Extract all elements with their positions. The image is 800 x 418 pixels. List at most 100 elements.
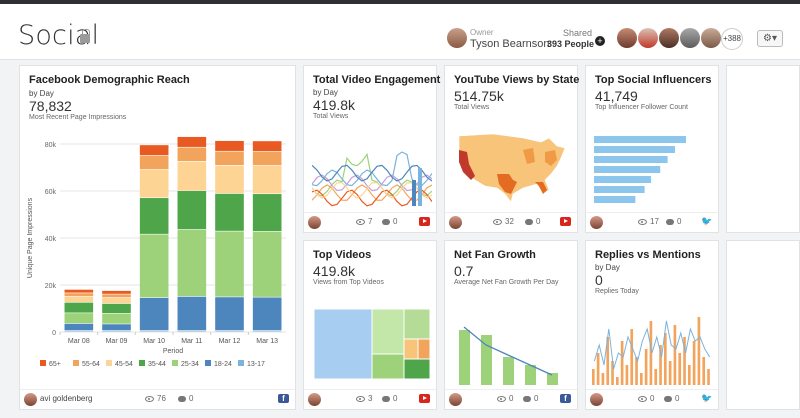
footer-user[interactable]: avi goldenberg — [40, 394, 93, 403]
replies-bar — [635, 357, 638, 385]
bar-segment — [64, 323, 94, 331]
card-caption: Replies Today — [595, 288, 639, 295]
user-avatar[interactable] — [449, 216, 462, 229]
views-value: 0 — [509, 394, 514, 403]
replies-bar — [592, 369, 595, 385]
eye-icon — [638, 218, 647, 225]
x-tick-label: Mar 10 — [143, 338, 165, 345]
card-title[interactable]: YouTube Views by State — [454, 74, 580, 86]
comment-icon — [178, 395, 186, 402]
replies-bar — [668, 361, 672, 385]
views-count: 0 — [638, 394, 654, 403]
card-footer: 0 0 🐦 — [586, 389, 718, 409]
us-states-map — [458, 133, 566, 203]
eye-icon — [145, 395, 154, 402]
bar-segment — [139, 169, 169, 198]
legend-label: 25-34 — [181, 361, 199, 368]
state-florida — [535, 182, 547, 194]
user-avatar[interactable] — [590, 216, 603, 229]
bar-segment — [139, 234, 169, 298]
card-title[interactable]: Top Social Influencers — [595, 74, 712, 86]
card-title[interactable]: Total Video Engagement — [313, 74, 441, 86]
card-value: 78,832 — [29, 98, 72, 114]
shared-avatar[interactable] — [638, 28, 658, 48]
user-avatar[interactable] — [308, 393, 321, 406]
bar-segment — [215, 140, 244, 151]
replies-mentions-chart — [592, 317, 711, 385]
bar-segment — [215, 231, 244, 297]
bar-segment — [64, 293, 94, 297]
shared-avatar[interactable] — [680, 28, 700, 48]
shared-avatar[interactable] — [701, 28, 721, 48]
comments-count: 0 — [178, 394, 193, 403]
shared-avatar[interactable] — [659, 28, 679, 48]
legend-swatch — [40, 360, 46, 366]
add-share-icon[interactable]: + — [595, 36, 605, 46]
card-title[interactable]: Facebook Demographic Reach — [29, 74, 190, 86]
legend-label: 55-64 — [82, 361, 100, 368]
x-tick-label: Mar 13 — [256, 338, 278, 345]
views-value: 3 — [368, 394, 373, 403]
user-avatar[interactable] — [24, 393, 37, 406]
comment-icon — [523, 395, 531, 402]
bar-segment — [102, 324, 131, 331]
facebook-icon[interactable]: f — [560, 394, 571, 403]
bar-segment — [139, 297, 169, 331]
bar-segment — [64, 302, 94, 313]
influencer-bar-chart — [594, 136, 686, 203]
replies-bar — [611, 361, 614, 385]
bar-segment — [139, 330, 169, 332]
comments-value: 0 — [189, 394, 194, 403]
more-shared-count[interactable]: +388 — [721, 28, 743, 50]
card-value: 0 — [595, 272, 603, 288]
bar-segment — [215, 151, 244, 166]
youtube-icon[interactable] — [560, 217, 571, 226]
user-avatar[interactable] — [308, 216, 321, 229]
user-avatar[interactable] — [590, 393, 603, 406]
shared-avatar[interactable] — [617, 28, 637, 48]
card-title[interactable]: Net Fan Growth — [454, 249, 536, 261]
influencer-bar — [594, 166, 661, 173]
twitter-icon[interactable]: 🐦 — [701, 393, 713, 403]
owner-name[interactable]: Tyson Bearnson — [470, 38, 550, 50]
y-tick-label: 60k — [45, 189, 57, 196]
youtube-icon[interactable] — [419, 394, 430, 403]
comment-icon — [525, 218, 533, 225]
fan-growth-bar — [525, 365, 536, 385]
shared-count[interactable]: 393 People — [547, 39, 595, 49]
card-title[interactable]: Top Videos — [313, 249, 372, 261]
influencer-bar — [594, 136, 686, 143]
comments-count: 0 — [523, 394, 538, 403]
bar-segment — [64, 289, 94, 293]
bar-segment — [64, 296, 94, 303]
card-caption: Views from Top Videos — [313, 279, 384, 286]
comments-value: 0 — [393, 217, 398, 226]
comments-value: 0 — [677, 217, 682, 226]
tools-menu-button[interactable]: ⚙▾ — [757, 30, 783, 47]
comments-count: 0 — [525, 217, 540, 226]
influencer-bar — [594, 186, 645, 193]
comment-icon — [382, 218, 390, 225]
influencer-bar — [594, 196, 636, 203]
user-avatar[interactable] — [449, 393, 462, 406]
twitter-icon[interactable]: 🐦 — [701, 216, 713, 226]
replies-bar — [606, 337, 610, 385]
views-value: 0 — [650, 394, 655, 403]
views-count: 3 — [356, 394, 372, 403]
comments-value: 0 — [675, 394, 680, 403]
replies-bar — [654, 369, 658, 385]
card-title[interactable]: Replies vs Mentions — [595, 249, 701, 261]
demographic-stacked-bar-chart: 0 20k 40k 60k 80k Mar 08 Mar 09 Mar 10 Mar 11 Mar… — [27, 136, 286, 368]
owner-avatar[interactable] — [447, 28, 467, 48]
treemap-cell — [403, 308, 431, 340]
facebook-icon[interactable]: f — [278, 394, 289, 403]
youtube-icon[interactable] — [419, 217, 430, 226]
bar-segment — [139, 198, 169, 234]
bar-segment — [102, 330, 131, 332]
views-count: 32 — [493, 217, 514, 226]
comments-value: 0 — [534, 394, 539, 403]
card-value: 41,749 — [595, 88, 638, 104]
state-california — [459, 150, 475, 180]
replies-bar — [707, 369, 710, 385]
partial-card — [726, 240, 800, 410]
